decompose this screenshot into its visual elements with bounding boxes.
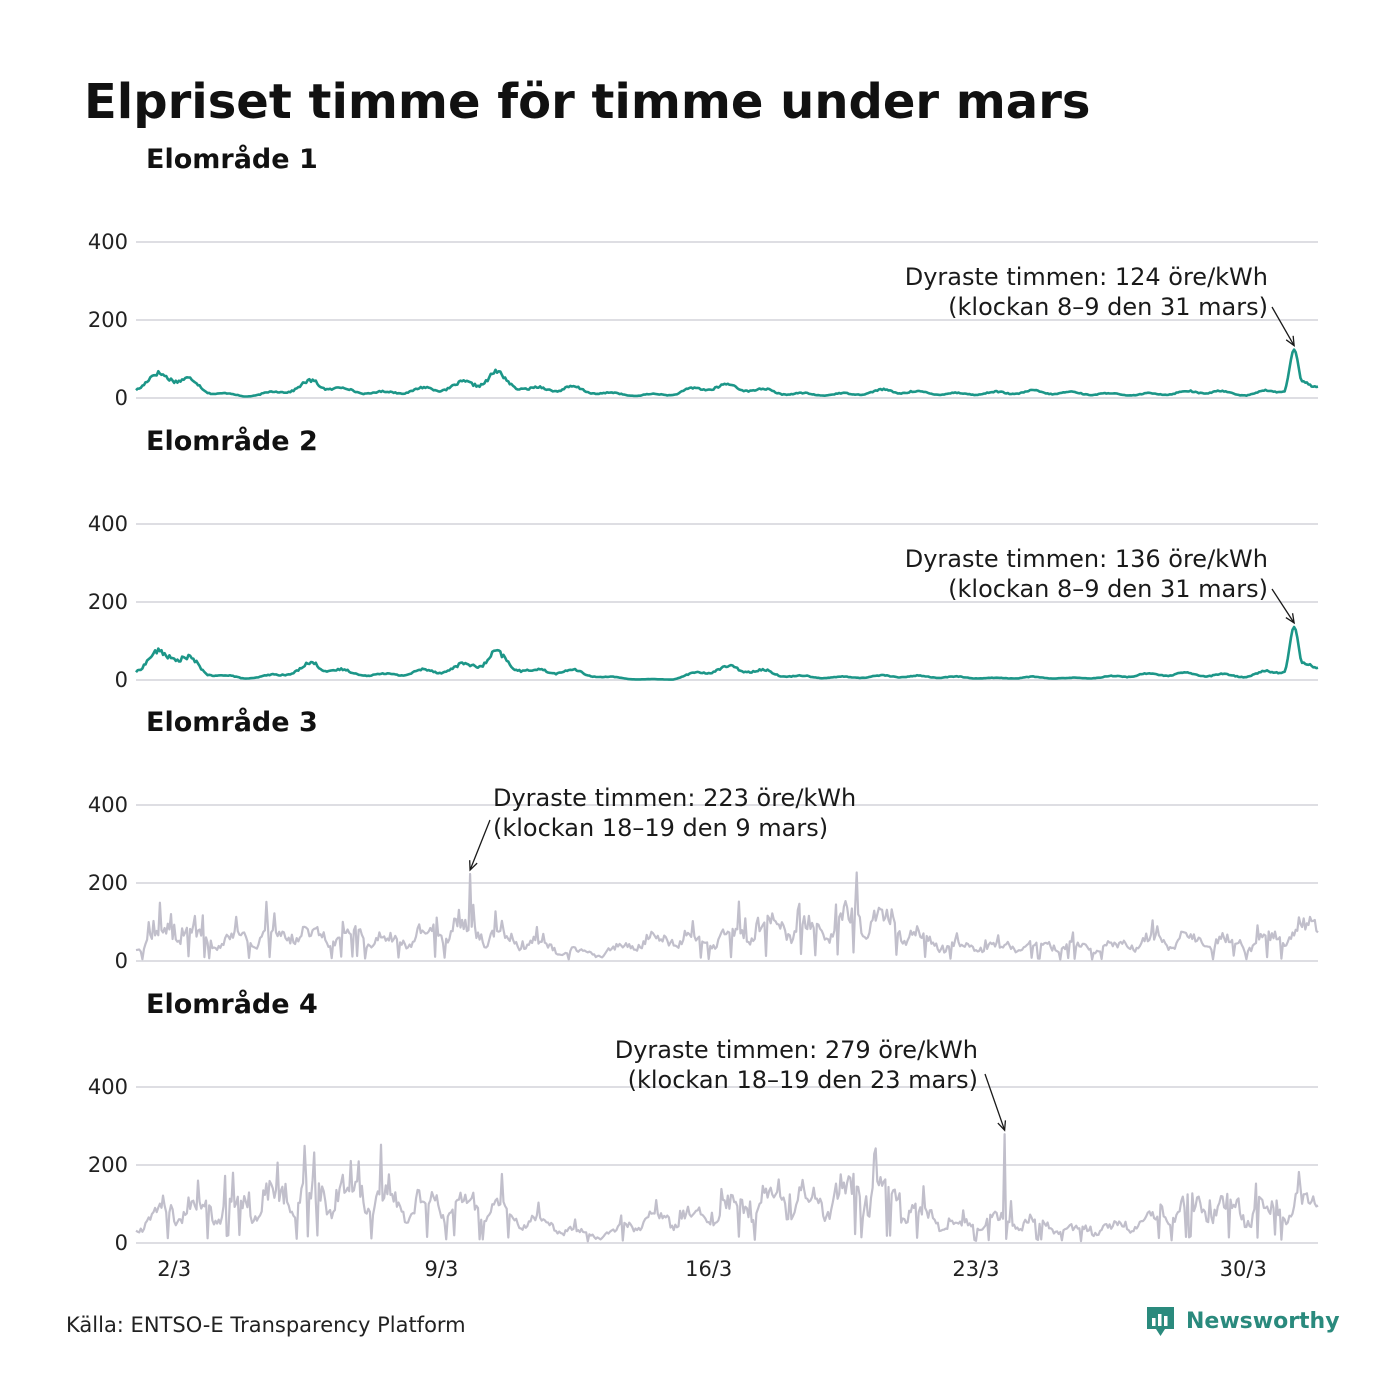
peak-annotation-line: (klockan 8–9 den 31 mars) bbox=[948, 293, 1268, 321]
peak-annotation-line: (klockan 18–19 den 9 mars) bbox=[493, 814, 828, 842]
peak-annotation-line: Dyraste timmen: 124 öre/kWh bbox=[905, 263, 1268, 291]
y-tick-label: 0 bbox=[115, 386, 128, 410]
series-line bbox=[135, 625, 1319, 681]
y-tick-label: 200 bbox=[88, 590, 128, 614]
peak-annotation-arrow bbox=[984, 1073, 1006, 1131]
y-tick-label: 400 bbox=[88, 230, 128, 254]
panel-2: Elområde 2 0 200 400 Dyraste timmen: 136 öre… bbox=[88, 425, 1319, 692]
peak-annotation-line: (klockan 18–19 den 23 mars) bbox=[628, 1066, 978, 1094]
x-tick-label: 23/3 bbox=[952, 1257, 999, 1281]
y-tick-label: 400 bbox=[88, 512, 128, 536]
peak-annotation-arrowhead bbox=[1285, 335, 1295, 348]
y-tick-label: 200 bbox=[88, 308, 128, 332]
peak-annotation-arrow bbox=[1271, 588, 1295, 624]
chart-panels: Elområde 1 0 200 400 Dyraste timmen: 124 öre… bbox=[88, 143, 1319, 1255]
y-tick-label: 200 bbox=[88, 1153, 128, 1177]
peak-annotation-arrow bbox=[1271, 306, 1295, 346]
newsworthy-logo[interactable]: Newsworthy bbox=[1147, 1307, 1340, 1336]
y-tick-label: 200 bbox=[88, 871, 128, 895]
series-line bbox=[135, 871, 1319, 961]
source-note: Källa: ENTSO-E Transparency Platform bbox=[66, 1313, 466, 1337]
peak-annotation-line: Dyraste timmen: 223 öre/kWh bbox=[493, 784, 856, 812]
peak-annotation-arrowhead bbox=[1285, 613, 1296, 625]
x-tick-label: 9/3 bbox=[425, 1257, 459, 1281]
y-tick-label: 400 bbox=[88, 793, 128, 817]
x-tick-label: 30/3 bbox=[1220, 1257, 1267, 1281]
x-tick-label: 2/3 bbox=[157, 1257, 191, 1281]
panel-title: Elområde 2 bbox=[146, 425, 318, 457]
y-tick-label: 0 bbox=[115, 1231, 128, 1255]
panel-3: Elområde 3 0 200 400 Dyraste timmen: 223 öre… bbox=[88, 706, 1319, 973]
panel-1: Elområde 1 0 200 400 Dyraste timmen: 124 öre… bbox=[88, 143, 1319, 410]
y-tick-label: 0 bbox=[115, 949, 128, 973]
panel-title: Elområde 3 bbox=[146, 706, 318, 738]
peak-annotation-line: Dyraste timmen: 279 öre/kWh bbox=[615, 1036, 978, 1064]
peak-annotation-line: Dyraste timmen: 136 öre/kWh bbox=[905, 545, 1268, 573]
panel-title: Elområde 1 bbox=[146, 143, 318, 175]
panel-title: Elområde 4 bbox=[146, 988, 318, 1020]
x-tick-label: 16/3 bbox=[685, 1257, 732, 1281]
peak-annotation-line: (klockan 8–9 den 31 mars) bbox=[948, 575, 1268, 603]
panel-4: Elområde 4 0 200 400 Dyraste timmen: 279 öre… bbox=[88, 988, 1319, 1255]
peak-annotation-arrow bbox=[469, 819, 491, 871]
x-axis: 2/3 9/3 16/3 23/3 30/3 bbox=[157, 1257, 1267, 1281]
page-title: Elpriset timme för timme under mars bbox=[84, 74, 1090, 130]
y-tick-label: 400 bbox=[88, 1075, 128, 1099]
newsworthy-logo-icon bbox=[1147, 1307, 1174, 1336]
y-tick-label: 0 bbox=[115, 668, 128, 692]
peak-annotation-arrowhead bbox=[997, 1120, 1007, 1132]
newsworthy-logo-text: Newsworthy bbox=[1186, 1309, 1340, 1334]
series-line bbox=[135, 348, 1319, 398]
series-line bbox=[135, 1133, 1319, 1243]
peak-annotation-arrowhead bbox=[469, 860, 478, 872]
